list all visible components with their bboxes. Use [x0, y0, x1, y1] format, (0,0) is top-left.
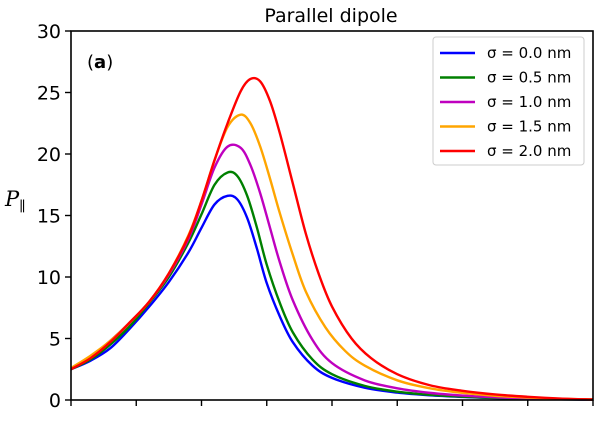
- y-tick-label: 30: [37, 21, 61, 43]
- legend-label-3: σ = 1.5 nm: [487, 118, 571, 136]
- x-axis-ticks: [70, 400, 594, 406]
- series-line-2: [70, 143, 594, 401]
- legend-label-4: σ = 2.0 nm: [487, 142, 571, 160]
- y-axis-label-main: P: [4, 187, 20, 211]
- y-axis-ticks: 0 5 10 15 20 25 30: [37, 21, 71, 412]
- panel-label: (a): [87, 52, 113, 73]
- y-tick-label: 10: [37, 267, 61, 289]
- legend-box: [432, 36, 585, 166]
- y-axis-label-subscript: ∥: [19, 199, 25, 215]
- panel-label-open: (: [87, 52, 94, 73]
- series-line-0: [70, 194, 594, 401]
- panel-label-close: ): [106, 52, 113, 73]
- y-tick-label: 0: [49, 390, 61, 412]
- y-tick-label: 5: [49, 329, 61, 351]
- panel-label-letter: a: [94, 52, 106, 73]
- legend: σ = 0.0 nm σ = 0.5 nm σ = 1.0 nm σ = 1.5 nm…: [432, 36, 585, 166]
- chart-title: Parallel dipole: [264, 5, 397, 27]
- y-tick-label: 25: [37, 83, 61, 105]
- y-axis-label: P∥: [4, 187, 26, 215]
- y-tick-label: 15: [37, 206, 61, 228]
- legend-label-0: σ = 0.0 nm: [487, 44, 571, 62]
- series-lines: [70, 76, 594, 401]
- legend-label-2: σ = 1.0 nm: [487, 93, 571, 111]
- legend-label-1: σ = 0.5 nm: [487, 69, 571, 87]
- series-line-4: [70, 76, 594, 401]
- y-tick-label: 20: [37, 144, 61, 166]
- series-line-1: [70, 170, 594, 401]
